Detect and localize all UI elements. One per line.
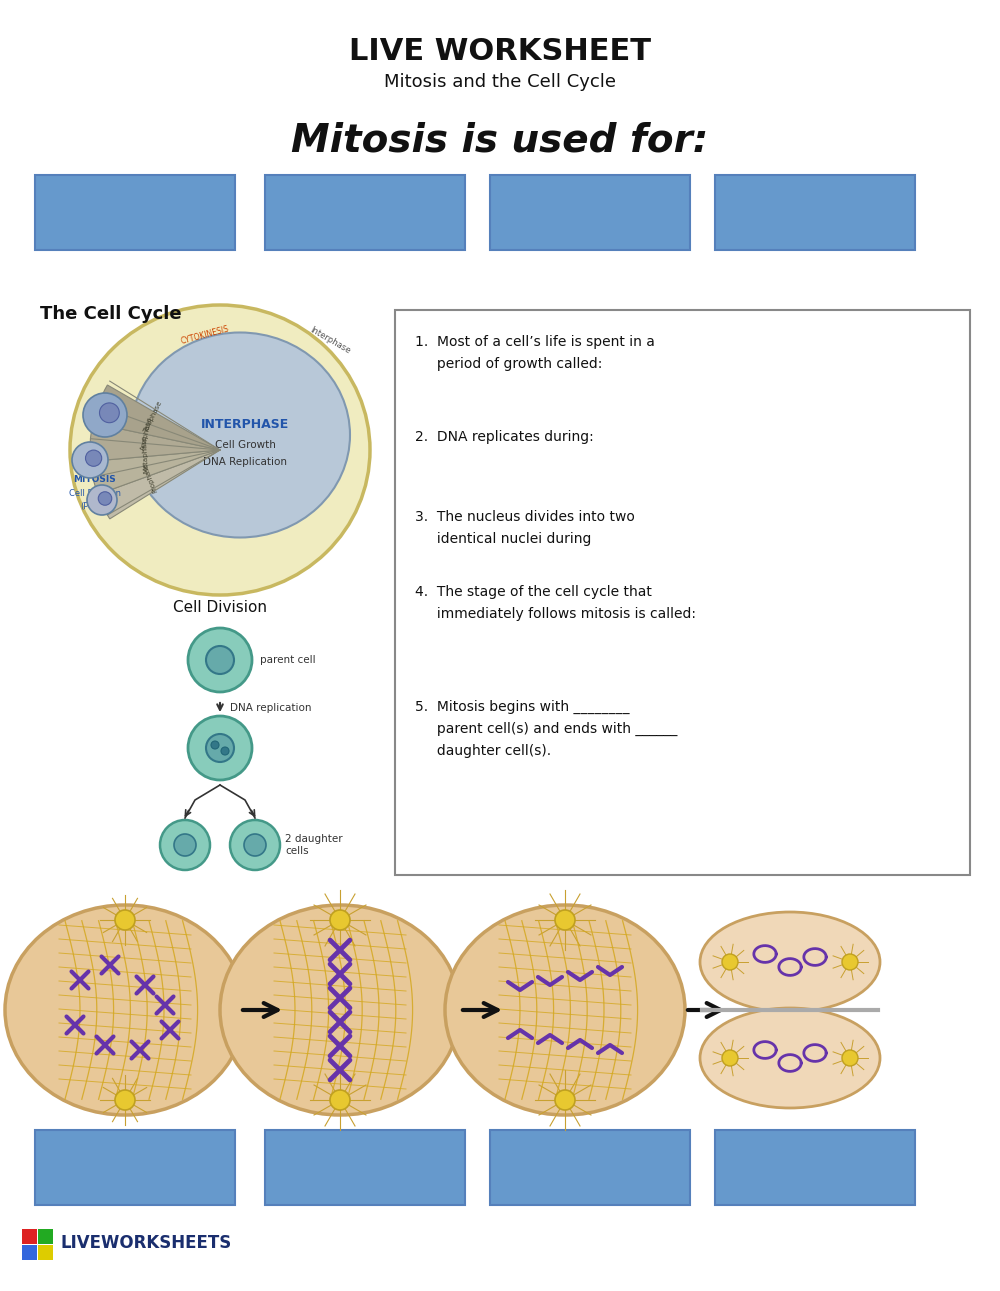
Text: LIVEWORKSHEETS: LIVEWORKSHEETS: [60, 1234, 231, 1252]
Text: 3.  The nucleus divides into two
     identical nuclei during: 3. The nucleus divides into two identica…: [415, 510, 635, 546]
Bar: [490, 176, 690, 250]
Text: Mitosis is used for:: Mitosis is used for:: [291, 121, 709, 159]
Text: 1.  Most of a cell’s life is spent in a
     period of growth called:: 1. Most of a cell’s life is spent in a p…: [415, 334, 655, 371]
Text: Mitosis and the Cell Cycle: Mitosis and the Cell Cycle: [384, 74, 616, 90]
Text: Cell Growth: Cell Growth: [215, 440, 275, 451]
Circle shape: [722, 954, 738, 970]
Circle shape: [188, 717, 252, 780]
Bar: [35, 176, 235, 250]
Circle shape: [842, 1050, 858, 1066]
Circle shape: [188, 627, 252, 692]
Circle shape: [100, 403, 119, 422]
Text: MITOSIS: MITOSIS: [74, 475, 116, 484]
Text: LIVE WORKSHEET: LIVE WORKSHEET: [349, 37, 651, 67]
Text: 5.  Mitosis begins with ________
     parent cell(s) and ends with ______
     d: 5. Mitosis begins with ________ parent c…: [415, 700, 677, 758]
Text: CYTOKINESIS: CYTOKINESIS: [180, 324, 230, 346]
Ellipse shape: [700, 1008, 880, 1108]
Text: INTERPHASE: INTERPHASE: [201, 418, 289, 431]
Text: Prophase: Prophase: [141, 461, 159, 493]
Text: 2 daughter
cells: 2 daughter cells: [285, 834, 343, 856]
Text: Interphase: Interphase: [308, 325, 352, 355]
Circle shape: [330, 1090, 350, 1110]
Wedge shape: [98, 451, 220, 519]
Ellipse shape: [700, 911, 880, 1012]
Circle shape: [72, 442, 108, 478]
Circle shape: [87, 485, 117, 515]
Ellipse shape: [445, 905, 685, 1115]
Bar: [265, 176, 465, 250]
Bar: [38, 1229, 53, 1245]
Bar: [395, 310, 970, 875]
Circle shape: [330, 910, 350, 930]
Circle shape: [115, 910, 135, 930]
Ellipse shape: [70, 305, 370, 595]
Circle shape: [86, 451, 102, 466]
Text: (PMAT): (PMAT): [80, 502, 110, 511]
Wedge shape: [93, 385, 220, 451]
Ellipse shape: [220, 905, 460, 1115]
Circle shape: [206, 646, 234, 674]
Text: Telophase: Telophase: [142, 400, 163, 434]
Bar: [265, 1130, 465, 1205]
Circle shape: [174, 834, 196, 856]
Wedge shape: [90, 451, 220, 494]
Ellipse shape: [670, 905, 910, 1115]
Circle shape: [206, 735, 234, 762]
Circle shape: [115, 1090, 135, 1110]
Text: Cell Division: Cell Division: [173, 600, 267, 615]
Wedge shape: [90, 423, 220, 461]
Text: DNA Replication: DNA Replication: [203, 457, 287, 467]
Text: parent cell: parent cell: [260, 655, 316, 665]
Circle shape: [244, 834, 266, 856]
Text: The Cell Cycle: The Cell Cycle: [40, 305, 182, 323]
Text: Anaphase: Anaphase: [140, 416, 153, 452]
Text: DNA replication: DNA replication: [230, 704, 312, 713]
Text: 2.  DNA replicates during:: 2. DNA replicates during:: [415, 430, 594, 444]
Bar: [22, 1245, 37, 1260]
Ellipse shape: [130, 333, 350, 537]
Circle shape: [230, 820, 280, 870]
Bar: [35, 1130, 235, 1205]
Circle shape: [555, 910, 575, 930]
Bar: [22, 1229, 37, 1245]
Bar: [38, 1245, 53, 1260]
Bar: [490, 1130, 690, 1205]
Circle shape: [160, 820, 210, 870]
Circle shape: [221, 747, 229, 755]
Circle shape: [98, 492, 112, 505]
Circle shape: [211, 741, 219, 749]
Text: 4.  The stage of the cell cycle that
     immediately follows mitosis is called:: 4. The stage of the cell cycle that imme…: [415, 585, 696, 621]
Text: Metaphase: Metaphase: [141, 435, 149, 474]
Text: Cell Division: Cell Division: [69, 489, 121, 498]
Bar: [715, 1130, 915, 1205]
Bar: [715, 176, 915, 250]
Circle shape: [842, 954, 858, 970]
Circle shape: [722, 1050, 738, 1066]
Circle shape: [555, 1090, 575, 1110]
Ellipse shape: [5, 905, 245, 1115]
Circle shape: [83, 392, 127, 436]
